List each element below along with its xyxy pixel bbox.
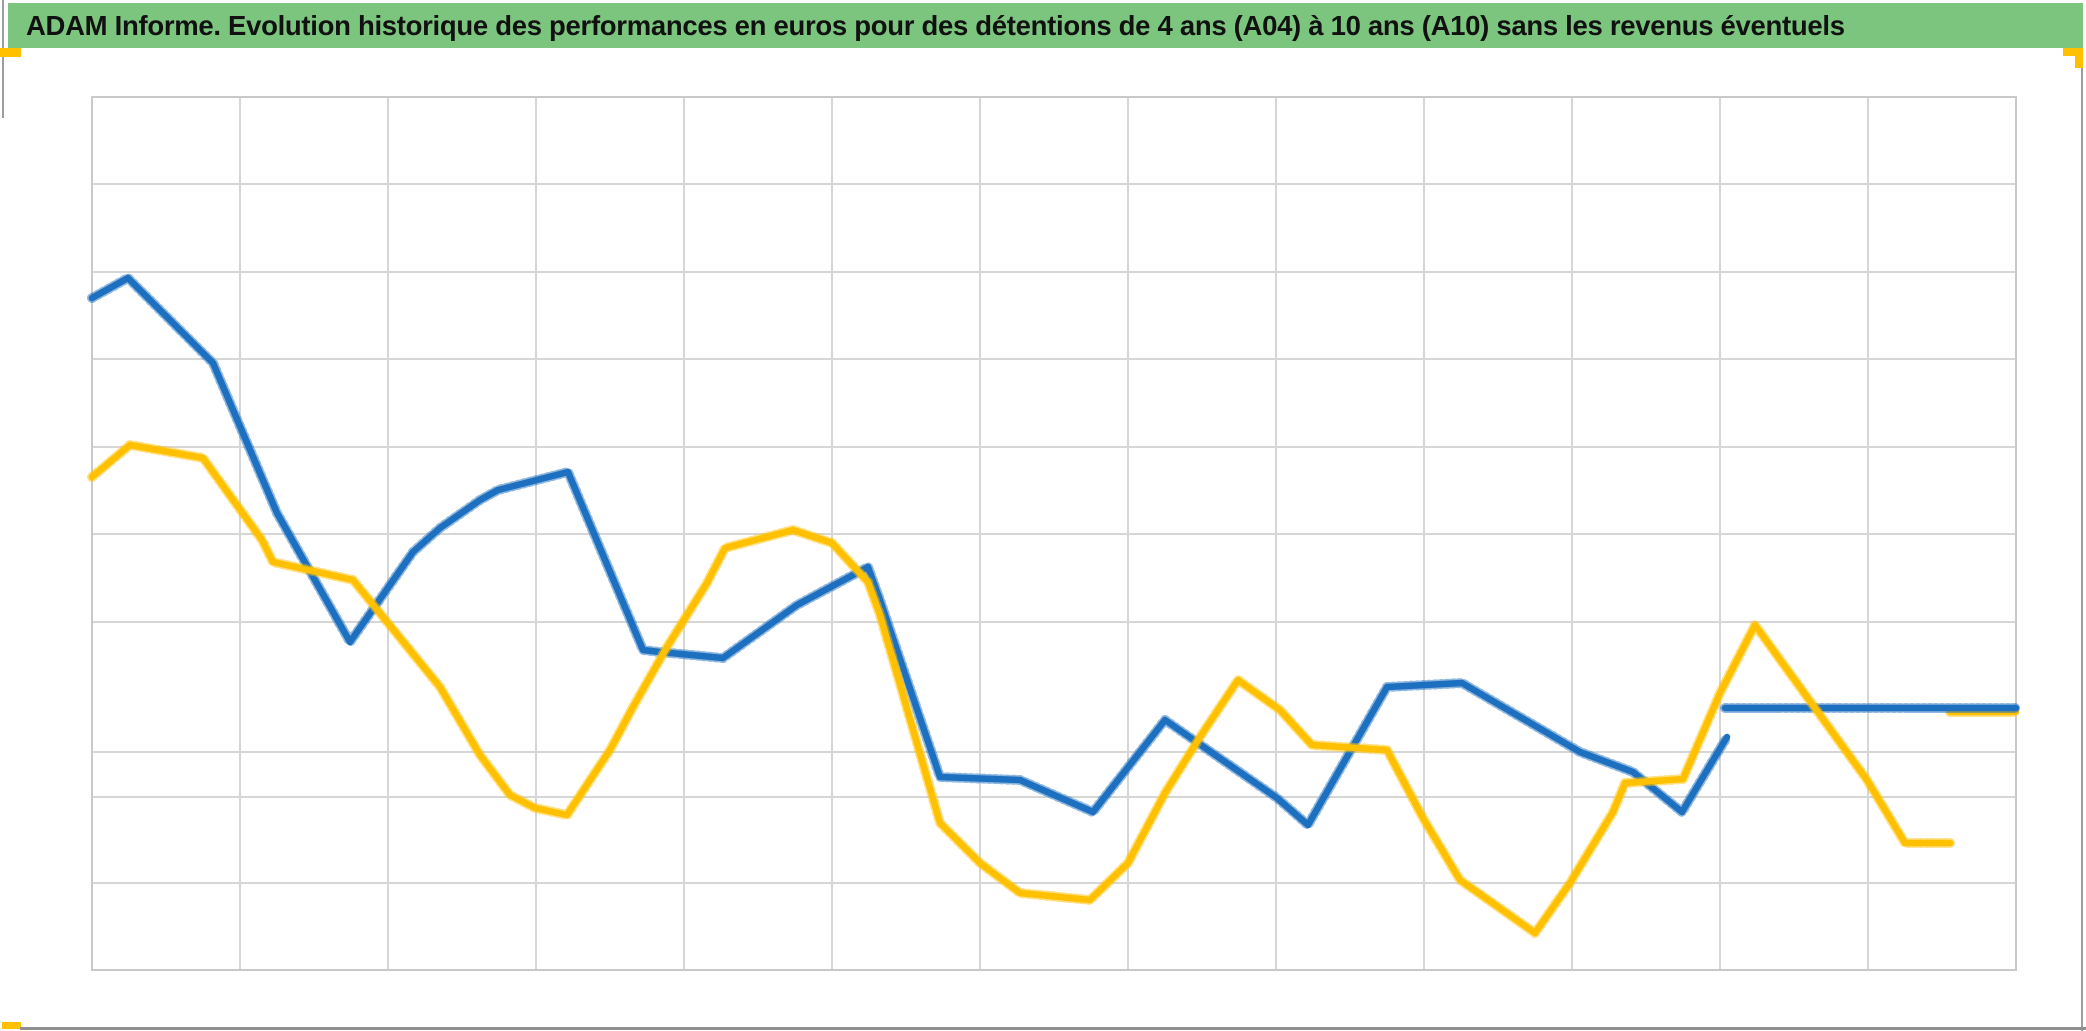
chart-title: ADAM Informe. Evolution historique des p… — [26, 9, 1845, 41]
chart-title-bar: ADAM Informe. Evolution historique des p… — [8, 3, 2083, 48]
left-window-border — [2, 0, 4, 118]
yellow-accent-top-left — [0, 48, 21, 57]
yellow-accent-bottom-left — [2, 1022, 21, 1029]
bottom-window-border — [20, 1027, 2086, 1030]
yellow-accent-top-right-horizontal — [2063, 48, 2083, 56]
right-window-border — [2081, 46, 2083, 1031]
yellow-accent-top-right-vertical — [2075, 48, 2083, 68]
